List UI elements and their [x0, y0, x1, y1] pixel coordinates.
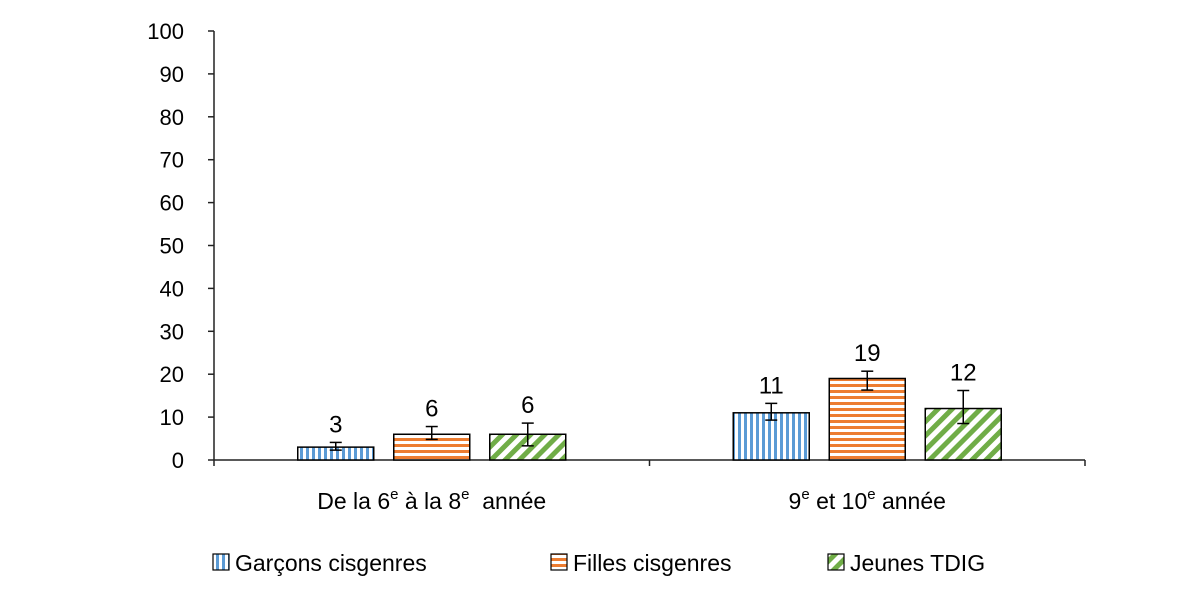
y-tick-label: 0 — [172, 448, 184, 473]
data-label: 3 — [329, 411, 342, 438]
data-label: 19 — [854, 340, 881, 367]
legend-label: Filles cisgenres — [573, 550, 732, 576]
category-label-superscript: e — [461, 486, 469, 503]
y-tick-label: 30 — [160, 319, 184, 344]
category-label-part: De la 6 — [317, 488, 390, 514]
y-tick-label: 100 — [147, 19, 184, 44]
category-label-part: 9 — [789, 488, 802, 514]
legend-label: Garçons cisgenres — [235, 550, 427, 576]
y-tick-label: 90 — [160, 62, 184, 87]
y-tick-label: 80 — [160, 105, 184, 130]
category-label: 9e et 10e année — [789, 486, 946, 514]
category-label-part: et 10 — [810, 488, 868, 514]
y-tick-label: 10 — [160, 405, 184, 430]
category-label-superscript: e — [867, 486, 875, 503]
data-label: 6 — [521, 392, 534, 419]
legend-swatch — [550, 553, 568, 571]
category-label-part: année — [469, 488, 546, 514]
data-label: 12 — [950, 360, 977, 387]
data-label: 11 — [759, 372, 784, 399]
legend: Garçons cisgenres Filles cisgenres Jeunes … — [212, 550, 985, 576]
y-tick-label: 70 — [160, 148, 184, 173]
data-label: 6 — [425, 396, 438, 423]
category-label-part: à la 8 — [398, 488, 461, 514]
category-label-part: année — [876, 488, 946, 514]
category-labels: De la 6e à la 8e année 9e et 10e année — [317, 486, 946, 514]
legend-swatch — [212, 553, 230, 571]
y-tick-label: 40 — [160, 276, 184, 301]
category-label-superscript: e — [390, 486, 398, 503]
x-axis — [213, 459, 1086, 466]
category-label: De la 6e à la 8e année — [317, 486, 546, 514]
legend-label: Jeunes TDIG — [850, 550, 985, 576]
legend-swatch — [827, 553, 845, 571]
bar — [828, 377, 906, 461]
category-label-superscript: e — [801, 486, 809, 503]
bars: 3 6 6 11 19 12 — [297, 340, 1002, 461]
y-tick-label: 20 — [160, 362, 184, 387]
y-tick-label: 50 — [160, 234, 184, 259]
y-tick-label: 60 — [160, 191, 184, 216]
y-axis: 0 10 20 30 40 50 60 70 80 90 100 — [147, 19, 215, 473]
